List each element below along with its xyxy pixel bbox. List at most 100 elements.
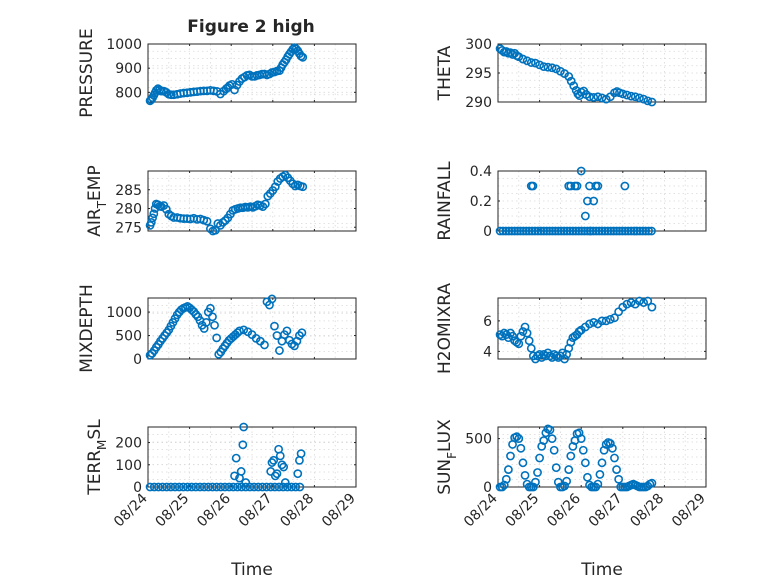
series-h2omixra [495, 296, 657, 364]
data-point [643, 96, 653, 106]
data-point [282, 326, 292, 336]
data-point [639, 298, 648, 307]
axes-frame [497, 426, 707, 488]
data-point [512, 337, 522, 347]
series-terr_msl [145, 422, 306, 492]
data-point [593, 479, 603, 489]
y-tick-label: 900 [115, 61, 142, 77]
data-point [595, 470, 605, 479]
data-point [230, 85, 239, 95]
y-tick-label: 500 [115, 329, 142, 345]
data-point [516, 443, 526, 453]
data-point [231, 453, 241, 463]
chart-rainfall: 0 0.2 0.4 RAINFALL [435, 161, 707, 241]
data-point [518, 458, 528, 468]
data-point [564, 465, 574, 474]
data-point [275, 451, 285, 461]
data-point [290, 341, 299, 351]
data-point [205, 303, 215, 313]
data-point [212, 482, 222, 492]
data-point [279, 462, 289, 472]
data-point [524, 226, 534, 236]
data-point [270, 471, 280, 481]
data-point [559, 226, 569, 236]
data-point [568, 226, 578, 236]
data-point [545, 425, 555, 435]
data-point [591, 226, 601, 236]
data-point [514, 339, 524, 349]
data-point [647, 302, 657, 312]
y-axis-label: H2OMIXRA [435, 283, 455, 374]
data-point [239, 422, 249, 432]
data-point [597, 458, 607, 468]
series-theta [495, 44, 657, 107]
data-point [547, 63, 557, 73]
data-point [296, 51, 306, 61]
data-point [298, 182, 308, 192]
data-point [566, 76, 576, 86]
y-axis-label-part: LUX [435, 419, 455, 452]
data-point [601, 440, 611, 449]
data-point [296, 449, 306, 459]
y-tick-label: 290 [465, 95, 492, 111]
data-point [277, 460, 287, 470]
series-pressure [145, 43, 308, 106]
data-point [535, 60, 544, 70]
data-point [623, 226, 633, 236]
data-point [643, 296, 653, 306]
axes-frame [147, 170, 357, 232]
data-point [501, 474, 511, 484]
y-tick-label: 275 [115, 220, 142, 236]
data-point [267, 294, 277, 304]
data-point [146, 217, 156, 227]
data-point [615, 226, 624, 236]
data-point [521, 226, 531, 236]
data-point [145, 482, 155, 492]
data-point [542, 226, 552, 236]
y-tick-label: 4 [483, 344, 492, 360]
data-point [507, 226, 517, 236]
data-point [644, 226, 653, 236]
data-point [527, 226, 537, 236]
data-point [641, 226, 651, 236]
data-point [212, 333, 222, 343]
data-point [220, 482, 230, 492]
data-point [593, 181, 603, 191]
data-point [535, 453, 544, 463]
series-sun_flux [495, 424, 657, 492]
data-point [569, 81, 579, 91]
data-point [585, 226, 595, 236]
y-tick-label: 0 [483, 224, 492, 240]
series-mixdepth [145, 294, 307, 360]
data-point [287, 482, 296, 492]
data-point [522, 56, 532, 66]
data-point [528, 482, 538, 492]
data-point [282, 482, 292, 492]
data-point [580, 211, 590, 221]
y-tick-label: 0.4 [470, 164, 492, 180]
data-point [187, 482, 197, 492]
y-tick-label: 500 [465, 432, 492, 448]
data-point [238, 440, 248, 450]
y-tick-label: 0 [133, 480, 142, 496]
data-point [202, 216, 212, 226]
data-point [605, 314, 615, 324]
data-point [518, 226, 528, 236]
data-point [518, 54, 528, 64]
y-axis-label-part: SL [85, 419, 105, 440]
data-point [498, 226, 508, 236]
data-point [513, 226, 522, 236]
data-point [269, 455, 279, 465]
data-point [270, 321, 279, 331]
axes-frame [147, 43, 357, 103]
x-axis-label: Time [580, 560, 623, 580]
data-point [548, 226, 557, 236]
y-axis-label-part: EMP [85, 165, 105, 201]
data-point [260, 199, 270, 209]
data-point [153, 482, 163, 492]
series-air_temp [145, 170, 308, 236]
data-point [606, 226, 616, 236]
y-axis-label: MIXDEPTH [77, 284, 97, 373]
data-point [288, 179, 298, 189]
data-point [560, 354, 569, 364]
